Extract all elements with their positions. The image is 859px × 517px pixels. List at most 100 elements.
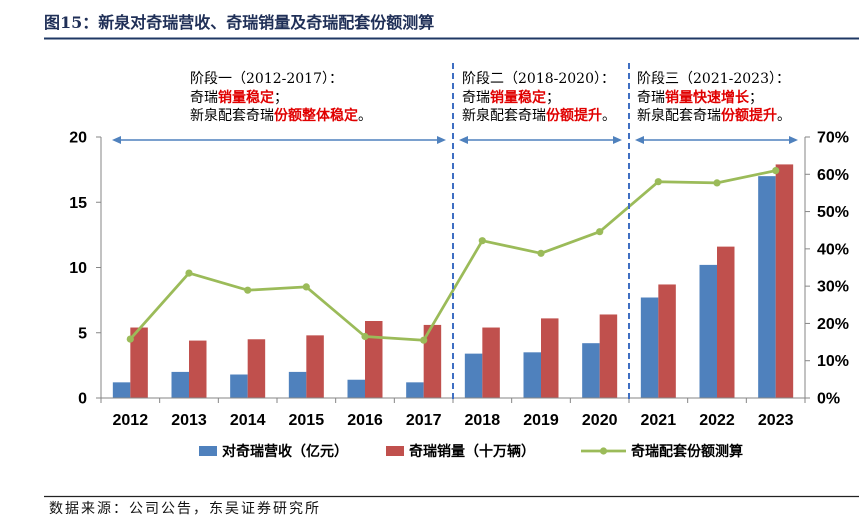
right-axis-label-60: 60% — [817, 167, 849, 184]
share-point-2018 — [478, 237, 486, 245]
sales-bar-2018 — [482, 327, 500, 398]
x-axis-label-2022: 2022 — [699, 412, 735, 429]
source-note: 数据来源：公司公告，东吴证券研究所 — [49, 501, 321, 517]
phase-2-line-1-segment-1: 奇瑞 — [462, 89, 490, 106]
phase-2-annotation: 阶段二（2018-2020）： 奇瑞销量稳定；新泉配套奇瑞份额提升。 — [459, 63, 630, 400]
phase-3-arrowhead-right — [789, 136, 798, 144]
revenue-bar-2019 — [523, 352, 541, 398]
revenue-bar-2015 — [288, 371, 307, 398]
revenue-bar-2022 — [699, 264, 717, 398]
phase-3-line-2-segment-2: 份额提升 — [721, 107, 777, 124]
phase-1-annotation: 阶段一（2012-2017）： 奇瑞销量稳定；新泉配套奇瑞份额整体稳定。 — [112, 63, 454, 400]
sales-bar-2020 — [599, 314, 618, 398]
left-axis-label-15: 15 — [69, 195, 87, 212]
phase-2-line-2-segment-3: 。 — [602, 108, 616, 124]
share-point-2020 — [596, 228, 604, 236]
phase-2-arrowhead-left — [459, 136, 468, 144]
phase-2-heading: 阶段二（2018-2020）： — [462, 71, 615, 87]
left-axis-label-10: 10 — [69, 260, 87, 277]
x-axis-label-2014: 2014 — [230, 412, 266, 429]
right-axis-label-30: 30% — [817, 279, 849, 296]
phase-1-heading: 阶段一（2012-2017）： — [190, 71, 343, 87]
share-point-2012 — [126, 335, 134, 343]
revenue-bar-2023 — [758, 176, 776, 398]
x-axis-label-2013: 2013 — [171, 412, 207, 429]
x-axis-label-2012: 2012 — [113, 412, 149, 429]
share-series — [126, 167, 780, 344]
phase-2-line-1-segment-3: ； — [546, 90, 560, 106]
sales-bar-2014 — [247, 339, 266, 398]
sales-bar-2013 — [189, 340, 207, 398]
share-point-2013 — [185, 269, 193, 277]
sales-bar-2023 — [775, 164, 794, 398]
revenue-bar-2018 — [464, 353, 483, 398]
sales-bar-2021 — [658, 284, 676, 398]
revenue-bar-2013 — [171, 371, 189, 398]
phase-1-line-2-segment-3: 。 — [358, 108, 372, 124]
revenue-bar-2016 — [347, 379, 365, 398]
phase-3-line-1-segment-3: ； — [749, 90, 763, 106]
revenue-bar-2020 — [582, 343, 600, 398]
phase-3-line-1-segment-1: 奇瑞 — [637, 89, 665, 106]
phase-1-line-1-segment-1: 奇瑞 — [190, 89, 218, 106]
right-axis-label-20: 20% — [817, 316, 849, 333]
phase-3-line-2-segment-3: 。 — [777, 108, 791, 124]
x-axis-label-2016: 2016 — [347, 412, 383, 429]
phase-3-line-2: 新泉配套奇瑞份额提升。 — [637, 107, 791, 124]
x-axis-label-2018: 2018 — [465, 412, 501, 429]
share-line — [129, 169, 776, 342]
right-axis-label-50: 50% — [817, 204, 849, 221]
sales-bar-2015 — [306, 335, 324, 398]
phase-3-line-2-segment-1: 新泉配套奇瑞 — [637, 107, 721, 124]
phase-3-heading: 阶段三（2021-2023）： — [637, 71, 790, 87]
revenue-legend-label: 对奇瑞营收（亿元） — [222, 443, 348, 459]
phase-1-line-1-segment-3: ； — [274, 90, 288, 106]
left-axis-label-0: 0 — [78, 391, 87, 408]
bars — [112, 164, 794, 398]
phase-1-line-2-segment-1: 新泉配套奇瑞 — [190, 107, 274, 124]
sales-bar-2022 — [717, 246, 735, 398]
sales-bar-2017 — [423, 324, 442, 398]
revenue-bar-2012 — [112, 382, 131, 398]
phase-1-arrowhead-right — [437, 136, 446, 144]
axis-labels: 0 5 10 15 20 0% 10% 20% 30% 40% 50% 60% 70% 2012 2013 2… — [69, 130, 849, 430]
sales-bar-2016 — [365, 321, 383, 398]
chart: 0 5 10 15 20 0% 10% 20% 30% 40% 50% 60% 70% 2012 2013 2… — [69, 63, 849, 459]
x-axis-label-2023: 2023 — [758, 412, 794, 429]
phase-2-line-2-segment-2: 份额提升 — [546, 107, 602, 124]
share-point-2014 — [244, 286, 252, 294]
phase-1-line-2: 新泉配套奇瑞份额整体稳定。 — [190, 107, 372, 124]
share-legend-label: 奇瑞配套份额测算 — [631, 443, 743, 459]
share-point-2019 — [537, 249, 545, 257]
right-axis-label-70: 70% — [817, 130, 849, 147]
revenue-legend-swatch — [199, 446, 217, 456]
share-legend-marker — [599, 447, 608, 455]
phase-1-line-1-segment-2: 销量稳定 — [218, 89, 274, 106]
x-axis-label-2019: 2019 — [523, 412, 559, 429]
phase-2-arrowhead-right — [613, 136, 622, 144]
phase-3-annotation: 阶段三（2021-2023）：奇瑞销量快速增长；新泉配套奇瑞份额提升。 — [635, 71, 798, 144]
sales-bar-2012 — [130, 327, 148, 398]
phase-3-line-1-segment-2: 销量快速增长 — [665, 89, 750, 106]
phase-1-line-1: 奇瑞销量稳定； — [190, 89, 288, 106]
share-point-2023 — [772, 167, 780, 175]
revenue-bar-2014 — [230, 374, 248, 398]
revenue-bar-2017 — [406, 382, 424, 398]
revenue-bar-2021 — [640, 297, 659, 398]
share-point-2022 — [713, 179, 721, 187]
x-axis-label-2015: 2015 — [289, 412, 325, 429]
phase-2-line-1-segment-2: 销量稳定 — [490, 89, 546, 106]
share-point-2017 — [420, 336, 428, 344]
phase-annotations: 阶段一（2012-2017）：奇瑞销量稳定；新泉配套奇瑞份额整体稳定。阶段二（2… — [112, 63, 798, 400]
phase-2-line-1: 奇瑞销量稳定； — [462, 89, 560, 106]
share-point-2016 — [361, 332, 369, 341]
right-axis-label-40: 40% — [817, 241, 849, 258]
phase-3-arrowhead-left — [635, 136, 644, 144]
phase-1-arrowhead-left — [112, 136, 121, 144]
share-legend-entry: 奇瑞配套份额测算 — [581, 443, 743, 459]
phase-2-line-2: 新泉配套奇瑞份额提升。 — [462, 107, 616, 124]
sales-bar-2019 — [541, 318, 559, 398]
figure-title: 图15：新泉对奇瑞营收、奇瑞销量及奇瑞配套份额测算 — [44, 13, 434, 32]
x-axis-label-2021: 2021 — [641, 412, 677, 429]
x-axis-label-2017: 2017 — [406, 412, 442, 429]
